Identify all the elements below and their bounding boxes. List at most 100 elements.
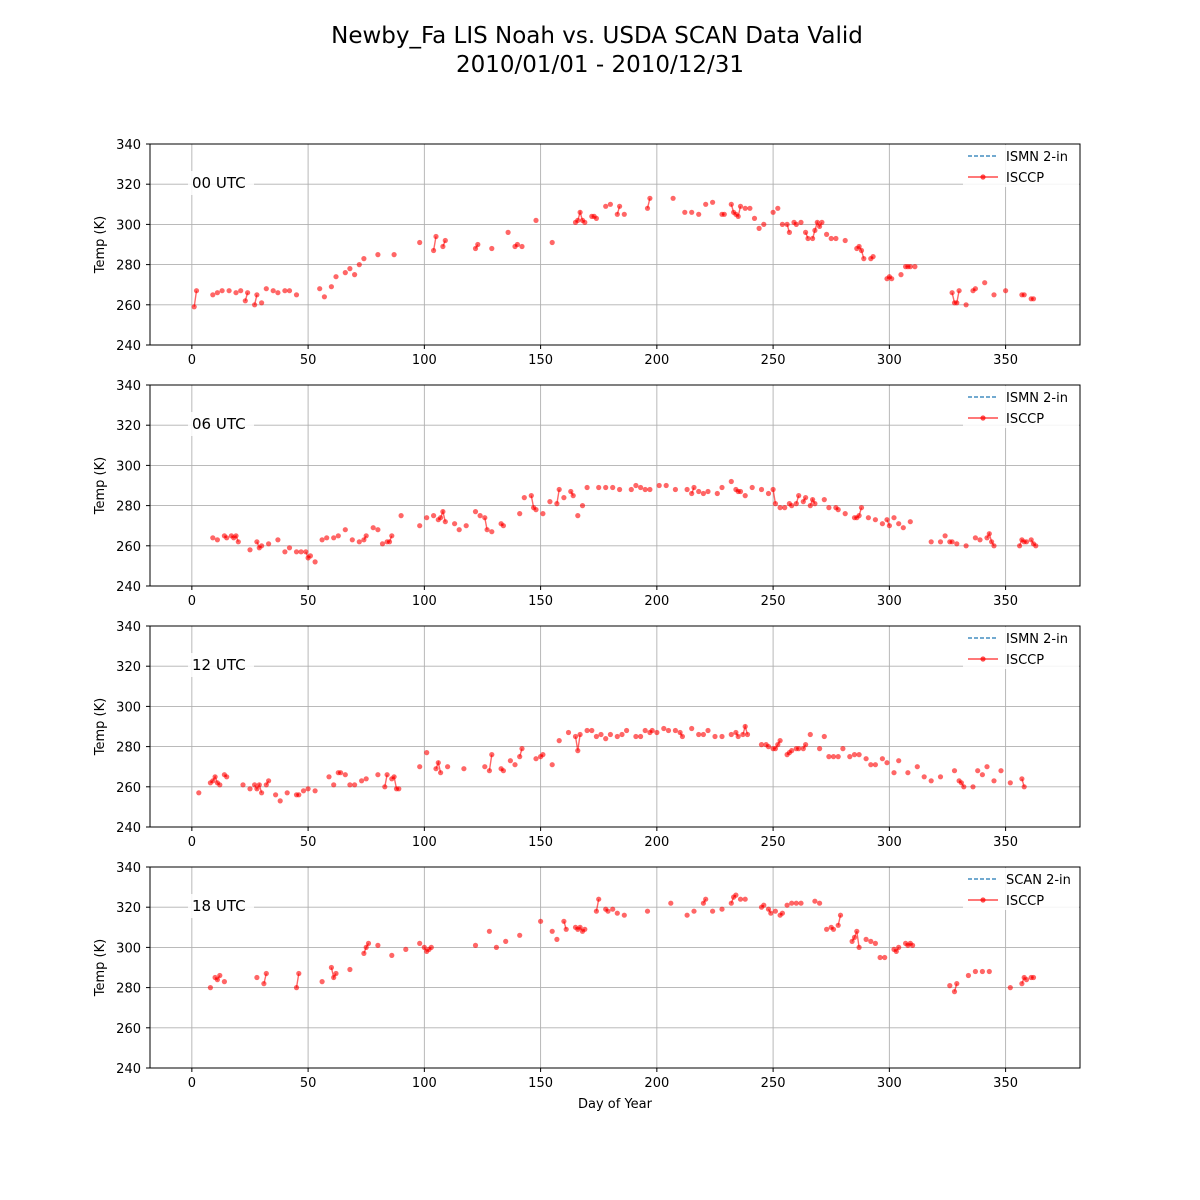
isccp-data-point	[638, 484, 644, 491]
isccp-data-point	[424, 750, 430, 756]
x-axis-label: Day of Year	[578, 1097, 653, 1112]
y-tick-label: 240	[116, 580, 141, 595]
isccp-data-point	[296, 792, 302, 798]
isccp-data-point	[577, 924, 583, 930]
isccp-data-point	[445, 764, 451, 770]
panel-label: 00 UTC	[192, 174, 246, 192]
isccp-data-point	[986, 531, 992, 537]
isccp-data-point	[365, 940, 372, 947]
x-tick-label: 50	[300, 353, 317, 368]
isccp-data-point	[949, 290, 955, 296]
panel-label: 18 UTC	[192, 897, 246, 915]
isccp-data-point	[389, 952, 395, 959]
isccp-data-point	[668, 900, 674, 906]
x-tick-label: 300	[877, 353, 902, 368]
x-tick-label: 350	[993, 353, 1018, 368]
isccp-data-point	[538, 918, 544, 924]
isccp-data-point	[475, 241, 481, 248]
isccp-data-point	[882, 954, 888, 961]
isccp-data-point	[761, 221, 767, 227]
isccp-data-point	[833, 235, 839, 242]
isccp-data-point	[293, 985, 300, 991]
isccp-data-point	[684, 486, 690, 493]
isccp-data-point	[954, 300, 960, 306]
isccp-data-point	[440, 509, 446, 515]
x-tick-label: 0	[188, 1076, 196, 1091]
isccp-data-point	[307, 553, 313, 559]
isccp-data-point	[610, 484, 616, 491]
isccp-data-point	[703, 896, 709, 902]
isccp-data-point	[273, 792, 279, 798]
isccp-data-point	[549, 928, 555, 934]
isccp-data-point	[575, 217, 581, 223]
isccp-data-point	[989, 539, 995, 545]
isccp-data-point	[238, 288, 244, 294]
axes-frame	[149, 866, 1081, 1069]
y-tick-label: 340	[116, 379, 141, 394]
isccp-data-point	[191, 304, 197, 310]
isccp-data-point	[954, 981, 960, 987]
chart-panel-12-utc: 0 50 100 150 200 250 300 350 240 260 280 300 320 340 T…	[93, 620, 1081, 850]
isccp-data-point	[1019, 776, 1025, 782]
isccp-data-point	[696, 488, 702, 495]
isccp-data-point	[700, 900, 707, 906]
isccp-data-point	[554, 501, 560, 507]
isccp-data-point	[758, 486, 765, 493]
x-tick-label: 0	[188, 835, 196, 850]
isccp-data-point	[389, 533, 395, 539]
isccp-data-point	[298, 549, 304, 555]
isccp-data-point	[775, 205, 781, 211]
isccp-data-point	[303, 549, 309, 555]
isccp-data-point	[438, 515, 444, 521]
isccp-data-point	[624, 727, 630, 734]
isccp-data-point	[489, 245, 495, 252]
x-tick-label: 50	[300, 594, 317, 609]
isccp-data-point	[789, 900, 795, 906]
y-tick-label: 240	[116, 1062, 141, 1077]
x-tick-label: 350	[993, 594, 1018, 609]
legend-background	[963, 145, 1079, 187]
isccp-data-point	[607, 731, 614, 738]
isccp-data-point	[886, 523, 893, 529]
isccp-data-point	[821, 733, 827, 740]
isccp-data-point	[898, 272, 904, 278]
isccp-data-point	[893, 948, 899, 955]
isccp-data-point	[328, 284, 334, 290]
legend: SCAN 2-in ISCCP	[963, 868, 1079, 910]
isccp-data-point	[972, 286, 979, 292]
isccp-data-point	[728, 201, 734, 207]
isccp-data-point	[217, 782, 223, 788]
isccp-data-point	[737, 488, 744, 495]
isccp-data-point	[282, 288, 288, 294]
isccp-data-point	[821, 497, 827, 503]
isccp-data-point	[214, 290, 220, 296]
isccp-data-point	[312, 788, 318, 794]
isccp-data-point	[900, 525, 906, 531]
isccp-data-point	[700, 490, 707, 497]
isccp-data-point	[840, 746, 846, 752]
isccp-data-point	[872, 940, 879, 947]
isccp-data-point	[242, 298, 248, 304]
y-tick-label: 280	[116, 500, 141, 515]
isccp-data-point	[259, 543, 265, 549]
isccp-data-point	[735, 213, 741, 219]
isccp-data-point	[254, 786, 260, 792]
isccp-data-point	[837, 912, 844, 918]
isccp-data-point	[854, 928, 860, 934]
isccp-data-point	[872, 762, 879, 768]
isccp-data-point	[638, 733, 644, 740]
y-tick-label: 280	[116, 982, 141, 997]
isccp-data-point	[312, 559, 318, 565]
isccp-data-point	[482, 515, 488, 521]
isccp-data-point	[589, 727, 595, 734]
isccp-data-point	[975, 768, 981, 774]
isccp-data-point	[570, 493, 576, 499]
isccp-data-point	[603, 736, 609, 742]
isccp-data-point	[710, 199, 716, 205]
isccp-data-point	[596, 484, 602, 491]
isccp-data-point	[740, 731, 746, 738]
chart-title-line2: 2010/01/01 - 2010/12/31	[456, 52, 744, 78]
isccp-data-point	[714, 490, 720, 497]
isccp-data-point	[293, 549, 300, 555]
x-tick-label: 100	[412, 1076, 437, 1091]
